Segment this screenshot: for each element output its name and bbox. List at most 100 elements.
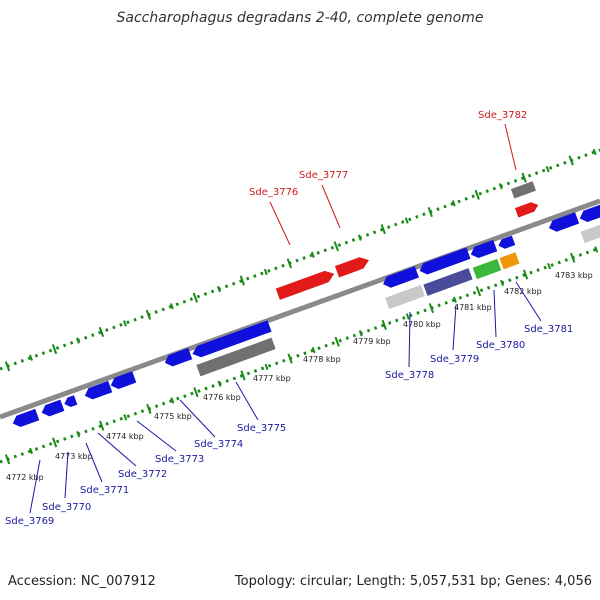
gene-label-sde-3769[interactable]: Sde_3769 [5,516,54,527]
gene-sde-3776[interactable] [275,268,336,300]
leader-sde-3771 [85,442,103,483]
feature-gray-sde-3782[interactable] [510,181,536,199]
feature-gray-sde-3775[interactable] [196,337,276,377]
inner-ruler-tick [570,252,576,263]
reverse-strand-features [11,203,600,429]
gene-sde-3781[interactable] [497,235,516,251]
inner-ruler-ticks [4,246,599,465]
outer-ruler-tick [29,354,33,361]
gene-sde-3777[interactable] [334,255,371,278]
inner-ruler-tick [475,286,482,297]
gene-label-sde-3782[interactable]: Sde_3782 [478,110,527,121]
outer-ruler-tick [192,292,199,303]
inner-ruler-tick [452,296,457,303]
gene-label-sde-3775[interactable]: Sde_3775 [237,423,286,434]
leader-sde-3775 [235,381,259,421]
leader-sde-3776 [269,201,291,246]
scale-labels: 4772 kbp 4773 kbp 4774 kbp 4775 kbp 4776… [6,271,593,482]
outer-ruler-tick [76,337,80,344]
gene-sde-3774[interactable] [163,347,193,369]
inner-ruler-tick [123,414,128,421]
accession-text: Accession: NC_007912 [8,574,156,589]
outer-ruler-tick [239,275,246,286]
gene-sde-3772[interactable] [83,380,113,402]
gene-label-sde-3778[interactable]: Sde_3778 [385,370,434,381]
scale-label-4776: 4776 kbp [203,393,241,402]
gene-label-sde-3779[interactable]: Sde_3779 [430,354,479,365]
scale-label-4779: 4779 kbp [353,337,391,346]
gene-label-sde-3781[interactable]: Sde_3781 [524,324,573,335]
gene-sde-3779[interactable] [418,247,471,276]
inner-ruler-tick [405,313,410,320]
inner-ruler-tick [146,403,152,414]
outer-ruler-tick [98,326,105,338]
genome-backbone [0,198,600,420]
gene-sde-3769[interactable] [11,408,40,429]
gene-label-sde-3772[interactable]: Sde_3772 [118,469,167,480]
outer-ruler-tick [521,172,527,183]
gene-sde-3782[interactable] [514,200,540,218]
inner-ruler-tick [358,330,363,337]
inner-ruler-tick [500,279,504,287]
scale-label-4773: 4773 kbp [55,452,93,461]
leader-sde-3778 [408,311,411,368]
outer-ruler-tick [451,200,456,207]
outer-ruler-tick [427,206,433,218]
leader-sde-3773 [136,420,177,452]
leader-sde-3780 [493,289,497,338]
outer-ruler-tick [357,234,362,241]
outer-ruler-tick [145,309,152,320]
gene-next-partial[interactable] [547,212,580,234]
inner-ruler-tick [428,303,435,314]
gene-sde-3770[interactable] [40,399,65,419]
secondary-feature-track [196,223,600,377]
leader-sde-3779 [452,304,457,351]
outer-ruler-tick [216,285,221,293]
inner-ruler-tick [240,370,246,381]
inner-ruler-tick [76,430,81,438]
gene-label-sde-3771[interactable]: Sde_3771 [80,485,129,496]
inner-ruler-tick [99,420,105,431]
inner-ruler-tick [594,246,599,253]
outer-ruler-tick [4,361,11,372]
outer-ruler-tick [122,320,127,327]
feature-lightgray-sde-3778[interactable] [385,284,425,310]
gene-sde-3780[interactable] [469,239,498,260]
outer-ruler-tick [498,183,503,190]
feature-lightgray-edge[interactable] [580,223,600,244]
outer-ruler-tick [263,268,268,276]
inner-ruler-tick [522,269,529,280]
gene-label-sde-3780[interactable]: Sde_3780 [476,340,525,351]
leader-sde-3772 [97,432,137,467]
outer-ruler-tick [286,258,292,269]
inner-ruler-tick [547,262,552,270]
forward-strand-features [275,181,540,300]
gene-sde-3775[interactable] [190,320,272,359]
label-leader-lines [29,123,542,514]
inner-ruler-tick [193,387,199,398]
leader-sde-3770 [64,451,69,499]
genome-title: Saccharophagus degradans 2-40, complete … [116,10,484,26]
feature-purple-sde-3779[interactable] [423,268,473,296]
scale-label-4775: 4775 kbp [154,412,192,421]
leader-sde-3781 [515,281,542,322]
inner-ruler-tick [170,397,175,404]
gene-label-sde-3774[interactable]: Sde_3774 [194,439,243,450]
scale-label-4780: 4780 kbp [403,320,441,329]
outer-ruler-tick [568,155,574,166]
gene-label-sde-3776[interactable]: Sde_3776 [249,187,298,198]
gene-sde-3778[interactable] [381,266,419,290]
scale-label-4772: 4772 kbp [6,473,44,482]
inner-ruler-tick [381,319,387,330]
outer-ruler-tick [592,148,597,156]
gene-sde-3771[interactable] [63,395,78,409]
leader-sde-3777 [321,184,341,229]
gene-label-sde-3777[interactable]: Sde_3777 [299,170,348,181]
feature-green-sde-3780[interactable] [472,258,502,280]
gene-label-sde-3770[interactable]: Sde_3770 [42,502,91,513]
inner-ruler-tick [311,346,316,354]
gene-label-sde-3773[interactable]: Sde_3773 [155,454,204,465]
feature-orange-sde-3781[interactable] [499,252,520,270]
gene-sde-3773[interactable] [109,371,137,391]
